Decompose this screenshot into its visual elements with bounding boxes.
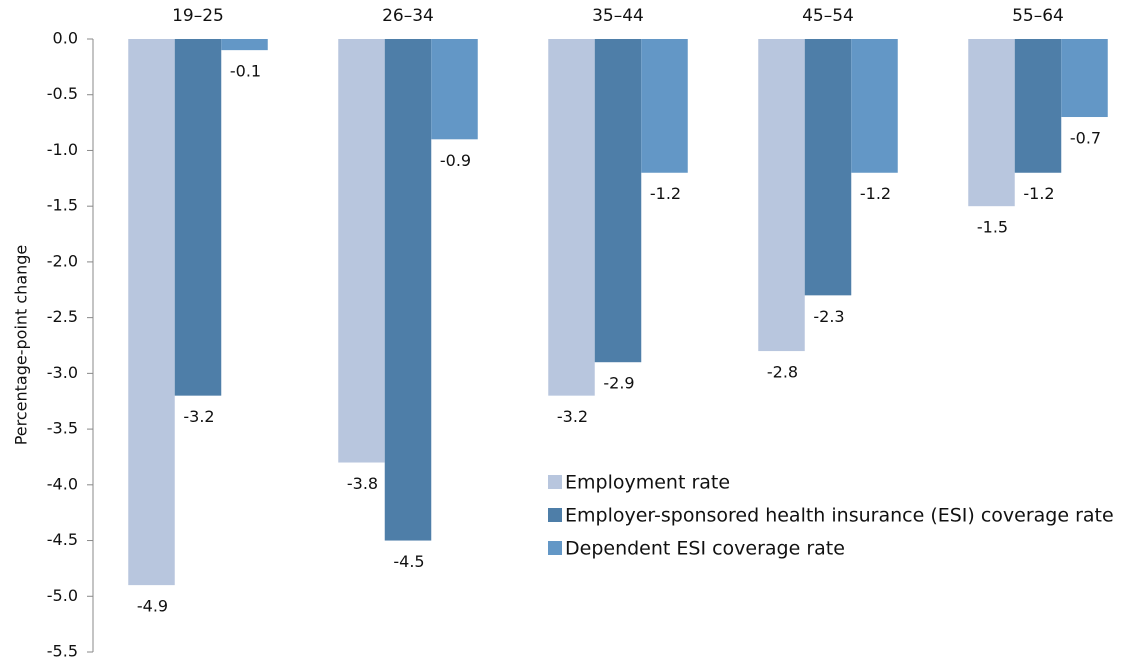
y-tick-label: -1.5	[47, 196, 78, 215]
data-label: -0.1	[230, 62, 261, 81]
data-label: -4.9	[137, 597, 168, 616]
data-label: -3.2	[557, 407, 588, 426]
data-label: -1.2	[650, 184, 681, 203]
bar	[594, 39, 642, 363]
y-tick-label: -4.0	[47, 474, 78, 493]
bar	[338, 39, 385, 463]
data-label: -1.2	[1023, 184, 1054, 203]
bar	[968, 39, 1015, 207]
bar	[548, 39, 595, 396]
legend-label: Employment rate	[565, 472, 730, 494]
legend-swatch	[548, 475, 562, 489]
bar	[1061, 39, 1108, 118]
x-tick-label: 26–34	[382, 6, 434, 26]
y-tick-label: -1.0	[47, 140, 78, 159]
legend-label: Dependent ESI coverage rate	[565, 538, 845, 560]
bar	[851, 39, 898, 173]
x-tick-label: 19–25	[172, 6, 224, 26]
data-label: -1.2	[860, 184, 891, 203]
data-label: -2.9	[603, 374, 634, 393]
y-tick-label: -3.0	[47, 363, 78, 382]
data-label: -3.2	[183, 407, 214, 426]
x-tick-label: 45–54	[802, 6, 854, 26]
legend-swatch	[548, 541, 562, 555]
data-label: -2.8	[767, 363, 798, 382]
bar	[1014, 39, 1062, 173]
y-tick-label: -4.5	[47, 530, 78, 549]
y-tick-label: -5.5	[47, 642, 78, 659]
bar	[221, 39, 268, 51]
data-label: -0.7	[1070, 129, 1101, 148]
data-label: -2.3	[813, 307, 844, 326]
bar	[384, 39, 432, 541]
bar	[758, 39, 805, 352]
bar	[431, 39, 478, 140]
data-label: -1.5	[977, 218, 1008, 237]
x-tick-label: 55–64	[1012, 6, 1064, 26]
data-label: -3.8	[347, 474, 378, 493]
y-tick-label: -3.5	[47, 419, 78, 438]
legend-swatch	[548, 508, 562, 522]
bar	[128, 39, 175, 586]
data-label: -0.9	[440, 151, 471, 170]
y-tick-label: 0.0	[53, 29, 78, 48]
data-label: -4.5	[393, 552, 424, 571]
x-tick-label: 35–44	[592, 6, 644, 26]
bar	[174, 39, 222, 396]
y-tick-label: -0.5	[47, 84, 78, 103]
y-tick-label: -2.5	[47, 307, 78, 326]
bar	[641, 39, 688, 173]
y-tick-label: -2.0	[47, 251, 78, 270]
y-axis-title: Percentage-point change	[12, 245, 31, 446]
legend-label: Employer-sponsored health insurance (ESI…	[565, 505, 1114, 527]
bar	[804, 39, 852, 296]
y-tick-label: -5.0	[47, 586, 78, 605]
